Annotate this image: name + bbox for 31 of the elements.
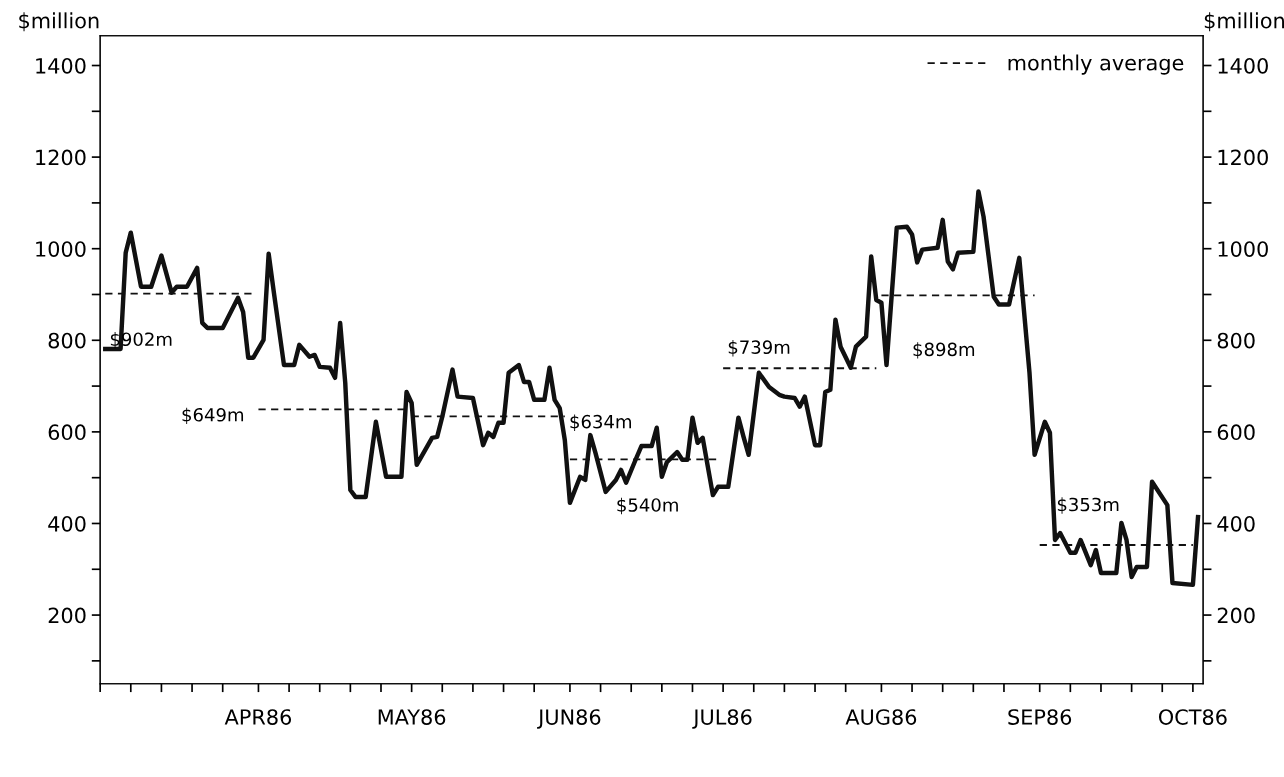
y-tick-label: 200: [48, 607, 86, 624]
y-tick-label: 1200: [36, 149, 86, 166]
y2-tick-label: 400: [1217, 515, 1255, 532]
y-tick-label: 1000: [36, 241, 86, 257]
annotation: $739m: [728, 340, 790, 357]
y-tick-label: 800: [48, 332, 86, 349]
annotation: $898m: [913, 342, 975, 359]
y2-tick-label: 1000: [1218, 241, 1268, 257]
x-tick-label: OCT86: [1158, 709, 1227, 725]
line-series: [103, 189, 1201, 588]
y2-tick-label: 800: [1217, 332, 1255, 349]
x-tick-label: JUN86: [537, 709, 601, 729]
y-tick-label: 600: [48, 424, 86, 441]
annotation: $634m: [570, 414, 631, 431]
y2-tick-label: 1400: [1218, 57, 1268, 74]
y2-tick-label: 600: [1217, 424, 1255, 441]
x-tick-label: AUG86: [845, 709, 917, 725]
annotation: $353m: [1057, 497, 1119, 514]
y2-tick-label: 1200: [1218, 149, 1268, 166]
y-tick-label: 1400: [36, 57, 86, 74]
annotation: $649m: [182, 407, 244, 425]
y-tick-label: 400: [48, 515, 86, 532]
y2-tick-label: 200: [1217, 607, 1255, 624]
annotation: $540m: [617, 497, 678, 515]
y-axis-title: $million: [19, 12, 99, 32]
x-tick-label: MAY86: [378, 709, 446, 725]
x-tick-label: APR86: [224, 709, 292, 725]
x-tick-label: JUL86: [692, 709, 752, 729]
legend-label: monthly average: [1008, 54, 1184, 75]
y2-axis-title: $million: [1204, 12, 1284, 32]
x-tick-label: SEP86: [1008, 709, 1072, 725]
